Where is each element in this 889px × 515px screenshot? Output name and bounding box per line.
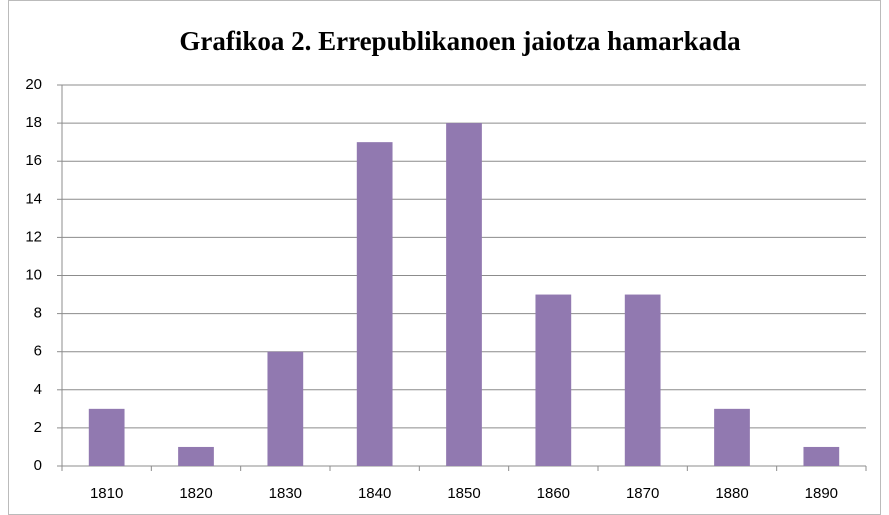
chart-title: Grafikoa 2. Errepublikanoen jaiotza hama…: [179, 26, 741, 56]
y-tick-label: 4: [34, 381, 42, 398]
bar: [267, 351, 304, 466]
y-tick-label: 8: [34, 305, 42, 322]
y-tick-label: 18: [25, 114, 42, 131]
bar: [356, 142, 393, 466]
y-tick-label: 6: [34, 343, 42, 360]
x-tick-label: 1820: [179, 485, 212, 502]
y-tick-label: 2: [34, 419, 42, 436]
bar: [178, 446, 214, 466]
y-tick-label: 16: [25, 152, 42, 169]
bar: [446, 123, 482, 466]
x-tick-label: 1810: [90, 485, 123, 502]
x-tick-label: 1840: [358, 485, 391, 502]
bar: [535, 294, 572, 466]
y-tick-label: 20: [25, 76, 42, 93]
y-tick-label: 0: [34, 457, 42, 474]
x-tick-label: 1850: [447, 485, 480, 502]
x-tick-label: 1860: [537, 485, 570, 502]
y-tick-label: 14: [25, 190, 42, 207]
y-tick-label: 10: [25, 266, 42, 283]
y-tick-label: 12: [25, 228, 42, 245]
x-tick-label: 1870: [626, 485, 659, 502]
x-tick-label: 1830: [269, 485, 302, 502]
bar: [624, 294, 661, 466]
bar: [88, 408, 125, 466]
bar: [714, 408, 750, 466]
x-tick-label: 1890: [805, 485, 838, 502]
bar: [803, 446, 840, 466]
x-tick-label: 1880: [715, 485, 748, 502]
